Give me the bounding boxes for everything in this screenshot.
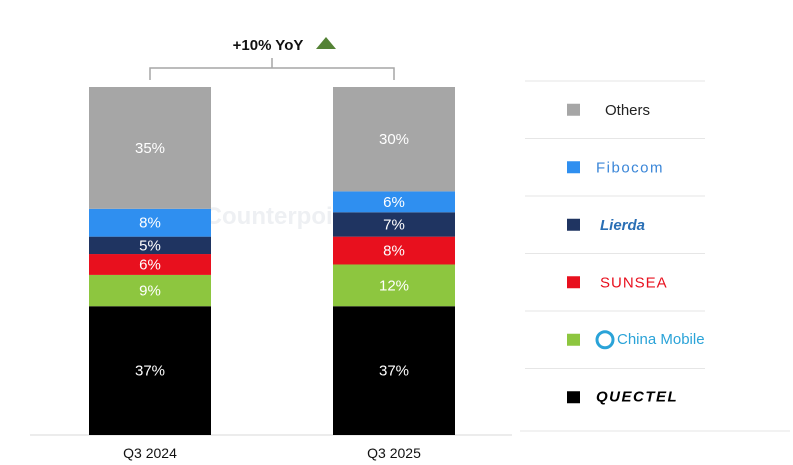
legend-label: QUECTEL — [596, 388, 678, 405]
bar-segment-lierda — [333, 212, 455, 237]
legend-label: Fibocom — [596, 159, 664, 176]
bar-segment-quectel — [333, 306, 455, 435]
x-tick-label: Q3 2024 — [123, 445, 177, 461]
legend-swatch — [567, 161, 580, 174]
data-label: 37% — [135, 363, 165, 380]
data-label: 30% — [379, 131, 409, 148]
bar-segment-sunsea — [89, 254, 211, 275]
yoy-annotation: +10% YoY — [233, 37, 304, 54]
data-label: 9% — [139, 283, 161, 300]
data-label: 12% — [379, 277, 409, 294]
bar-segment-china-mobile — [89, 274, 211, 307]
bar-segment-sunsea — [333, 236, 455, 265]
data-label: 6% — [139, 256, 161, 273]
data-label: 7% — [383, 216, 405, 233]
bar-segment-fibocom — [333, 191, 455, 213]
data-label: 6% — [383, 194, 405, 211]
legend-swatch — [567, 391, 580, 404]
legend-swatch — [567, 103, 580, 116]
data-label: 8% — [383, 243, 405, 260]
legend-label: Others — [605, 102, 650, 119]
x-tick-label: Q3 2025 — [367, 445, 421, 461]
bar-segment-fibocom — [89, 208, 211, 237]
up-triangle-icon — [316, 37, 336, 49]
watermark: Counterpoint — [205, 203, 356, 230]
data-label: 35% — [135, 140, 165, 157]
bar-segment-lierda — [89, 236, 211, 255]
legend-swatch — [567, 333, 580, 346]
legend-label: China Mobile — [617, 331, 705, 348]
legend-swatch — [567, 218, 580, 231]
data-label: 8% — [139, 215, 161, 232]
data-label: 37% — [379, 363, 409, 380]
data-label: 5% — [139, 237, 161, 254]
china-mobile-logo-icon — [595, 330, 615, 350]
legend-label: Lierda — [600, 217, 645, 234]
bar-segment-china-mobile — [333, 264, 455, 307]
legend-swatch — [567, 276, 580, 289]
bar-segment-quectel — [89, 306, 211, 435]
legend-label: SUNSEA — [600, 274, 668, 291]
yoy-bracket — [149, 58, 395, 80]
bar-segment-others — [333, 87, 455, 192]
bar-segment-others — [89, 87, 211, 209]
